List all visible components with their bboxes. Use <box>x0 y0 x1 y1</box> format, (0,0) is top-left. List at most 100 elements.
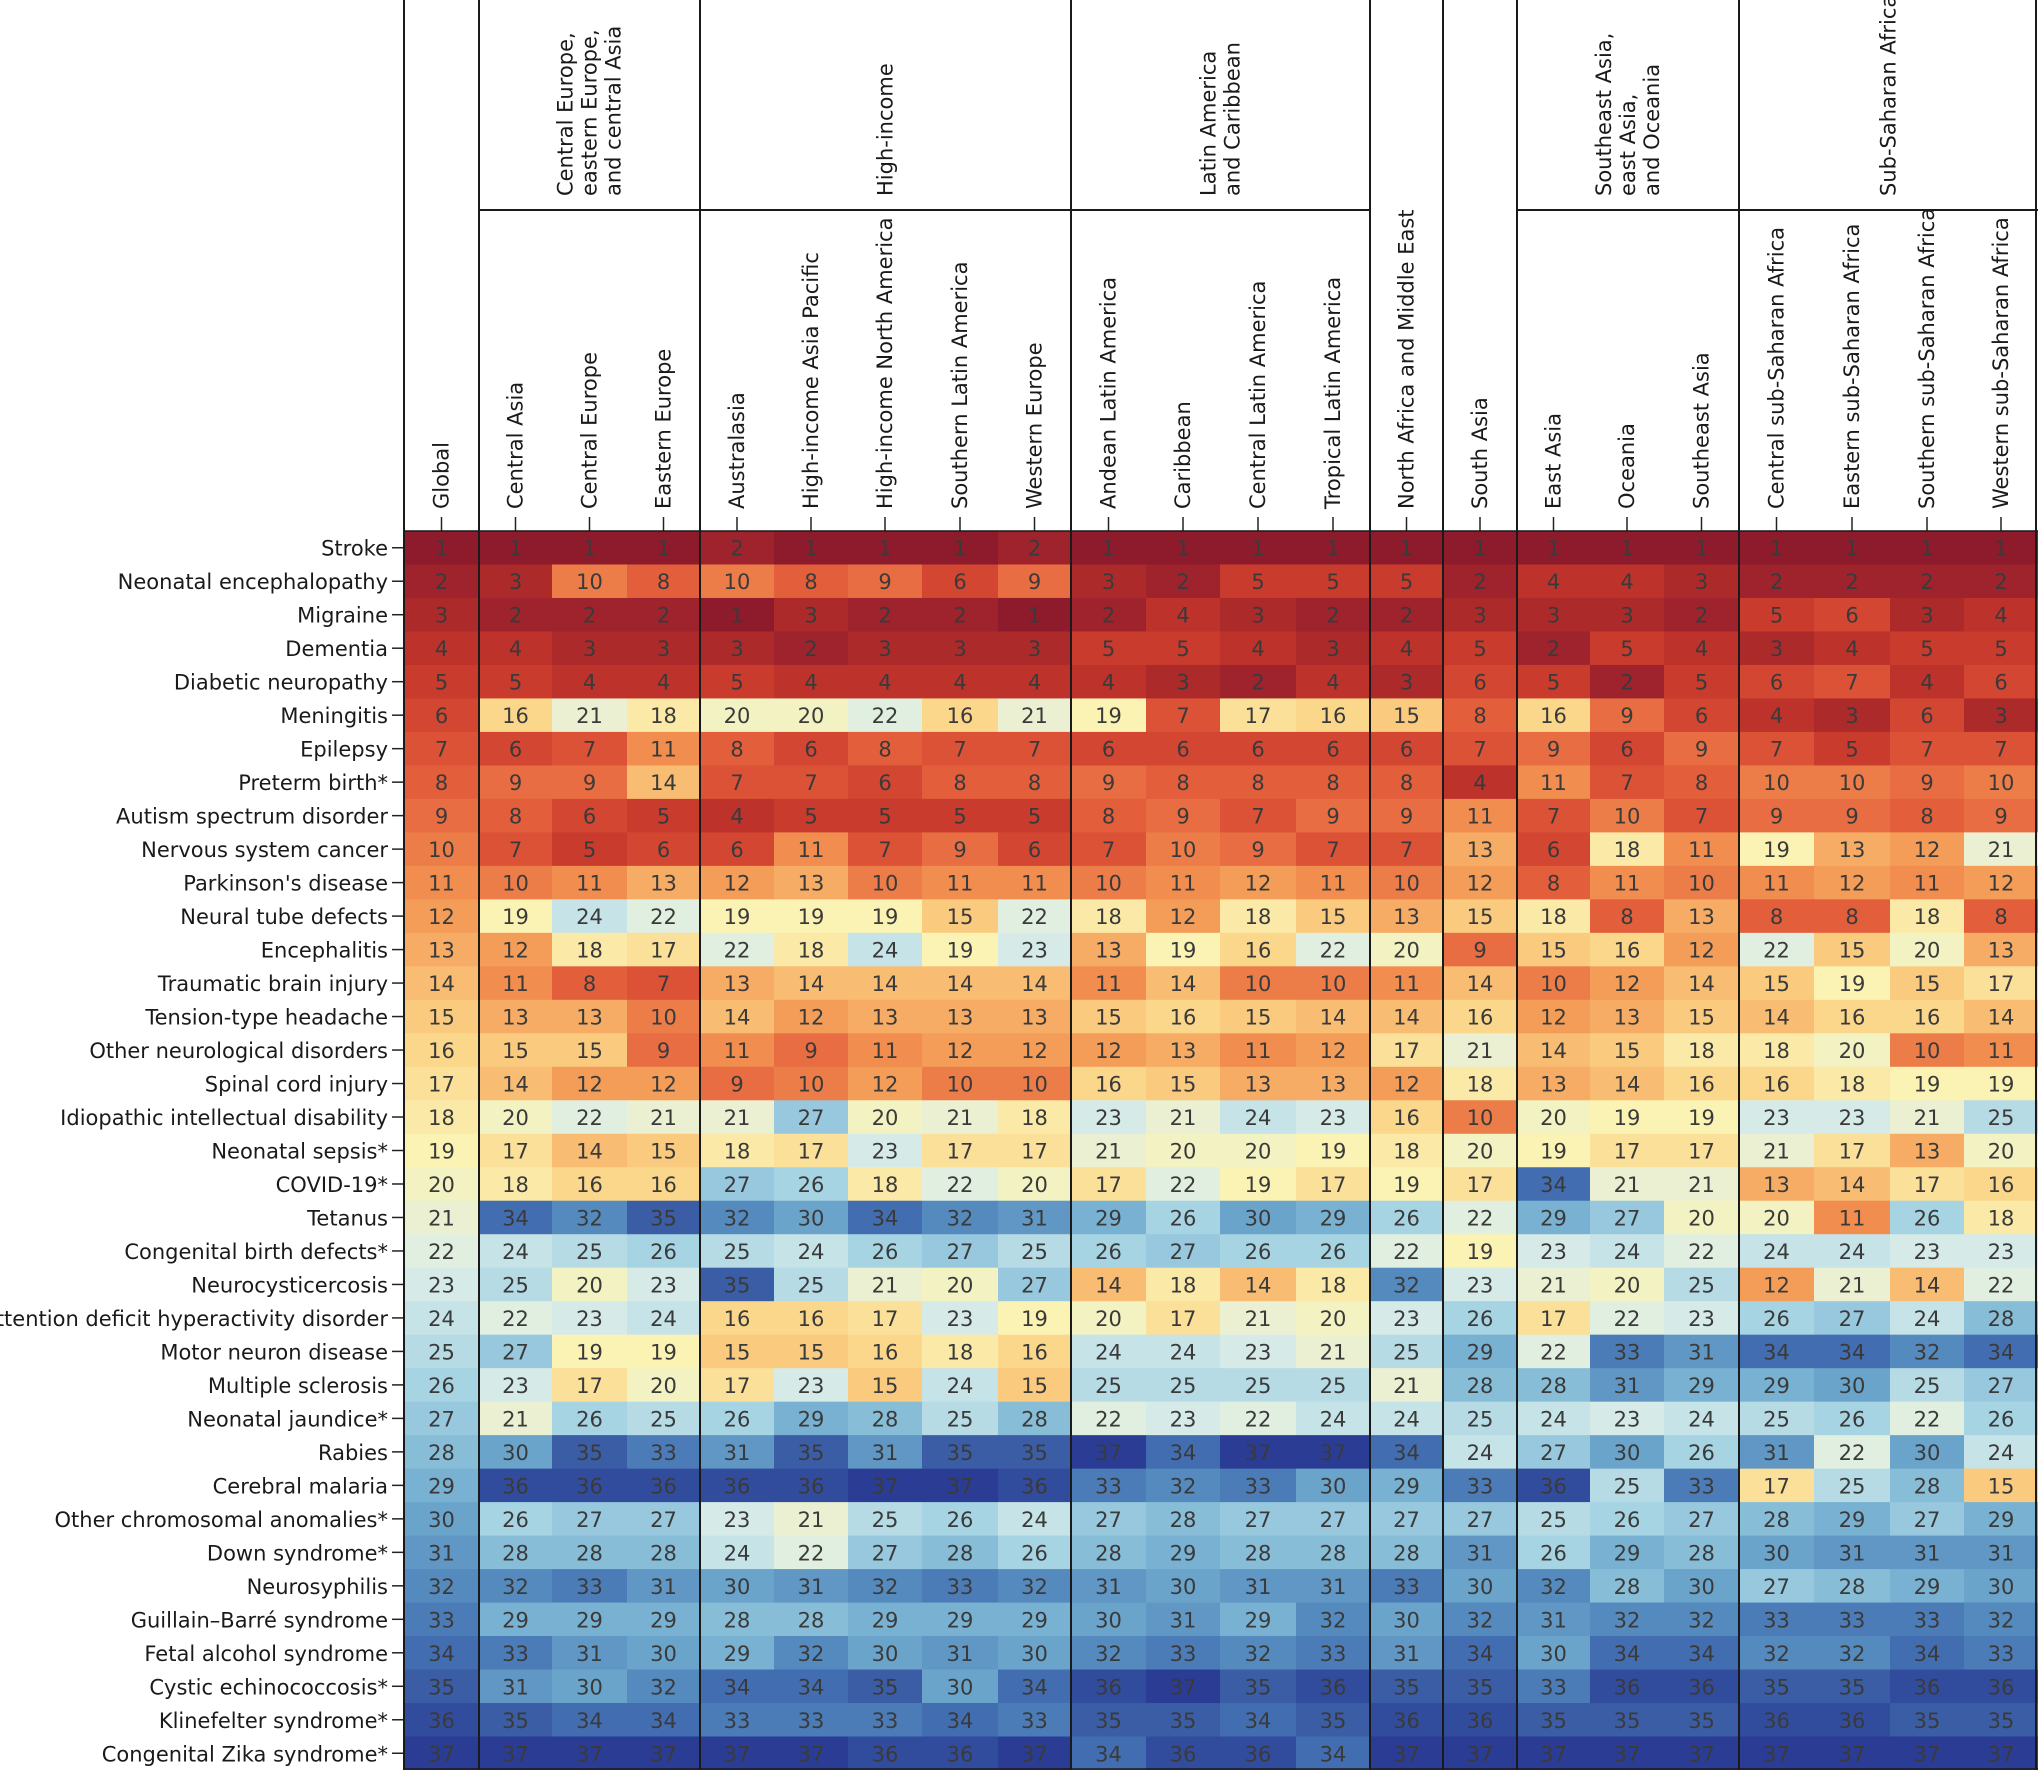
heatmap-cell <box>998 1435 1071 1470</box>
cell-value: 29 <box>798 1407 825 1431</box>
cell-value: 21 <box>650 1106 677 1130</box>
heatmap-cell <box>1739 999 1814 1034</box>
heatmap-cell <box>1146 1736 1220 1770</box>
heatmap-cell <box>1146 1100 1220 1135</box>
cell-value: 24 <box>1914 1307 1941 1331</box>
heatmap-cell <box>998 1200 1071 1235</box>
cell-value: 28 <box>1393 1541 1420 1565</box>
heatmap-cell <box>479 531 552 565</box>
cell-value: 31 <box>1095 1575 1122 1599</box>
cell-value: 35 <box>798 1441 825 1465</box>
heatmap-cell <box>1664 1100 1739 1135</box>
cell-value: 12 <box>1763 1273 1790 1297</box>
cell-value: 9 <box>657 1039 670 1063</box>
cell-value: 9 <box>1695 738 1708 762</box>
cell-value: 4 <box>1326 671 1339 695</box>
cell-value: 29 <box>576 1608 603 1632</box>
heatmap-cell <box>1071 899 1146 934</box>
heatmap-cell <box>1890 1703 1964 1738</box>
heatmap-cell <box>1590 932 1664 967</box>
cell-value: 16 <box>1393 1106 1420 1130</box>
cell-value: 36 <box>502 1474 529 1498</box>
cell-value: 33 <box>947 1575 974 1599</box>
heatmap-cell <box>627 564 700 599</box>
heatmap-cell <box>922 1569 998 1604</box>
heatmap-cell <box>1296 1502 1370 1537</box>
heatmap-cell <box>1296 899 1370 934</box>
cell-value: 27 <box>576 1508 603 1532</box>
heatmap-cell <box>1443 731 1517 766</box>
heatmap-cell <box>552 1401 627 1436</box>
heatmap-cell <box>1590 1636 1664 1671</box>
cell-value: 31 <box>502 1675 529 1699</box>
cell-value: 10 <box>1467 1106 1494 1130</box>
cell-value: 35 <box>1688 1709 1715 1733</box>
cell-value: 37 <box>1245 1441 1272 1465</box>
heatmap-cell <box>1146 631 1220 666</box>
heatmap-cell <box>1517 564 1590 599</box>
heatmap-cell <box>700 1401 774 1436</box>
cell-value: 19 <box>1095 704 1122 728</box>
cell-value: 22 <box>724 939 751 963</box>
cell-value: 17 <box>1170 1307 1197 1331</box>
cell-value: 29 <box>1839 1508 1866 1532</box>
cell-value: 16 <box>1688 1073 1715 1097</box>
cell-value: 14 <box>947 972 974 996</box>
heatmap-cell <box>404 1368 479 1403</box>
cell-value: 24 <box>428 1307 455 1331</box>
cell-value: 37 <box>1614 1742 1641 1766</box>
cell-value: 30 <box>1688 1575 1715 1599</box>
heatmap-cell <box>1517 1033 1590 1068</box>
cell-value: 14 <box>872 972 899 996</box>
heatmap-cell <box>1517 1133 1590 1168</box>
cell-value: 13 <box>428 939 455 963</box>
heatmap-cell <box>848 1100 922 1135</box>
cell-value: 20 <box>1763 1206 1790 1230</box>
heatmap-cell <box>774 1435 848 1470</box>
cell-value: 35 <box>1393 1675 1420 1699</box>
cell-value: 21 <box>1614 1173 1641 1197</box>
heatmap-cell <box>404 1502 479 1537</box>
heatmap-cell <box>552 564 627 599</box>
heatmap-cell <box>1814 1703 1890 1738</box>
cell-value: 6 <box>1176 738 1189 762</box>
cell-value: 22 <box>1467 1206 1494 1230</box>
cell-value: 32 <box>1170 1474 1197 1498</box>
cell-value: 23 <box>576 1307 603 1331</box>
heatmap-cell <box>998 631 1071 666</box>
cell-value: 32 <box>872 1575 899 1599</box>
heatmap-cell <box>1890 765 1964 800</box>
cell-value: 5 <box>1028 805 1041 829</box>
heatmap-cell <box>1739 1468 1814 1503</box>
cell-value: 33 <box>1170 1642 1197 1666</box>
cell-value: 29 <box>1021 1608 1048 1632</box>
cell-value: 7 <box>583 738 596 762</box>
cell-value: 31 <box>1540 1608 1567 1632</box>
heatmap-cell <box>1890 798 1964 833</box>
heatmap-cell <box>848 932 922 967</box>
cell-value: 12 <box>724 872 751 896</box>
cell-value: 32 <box>1320 1608 1347 1632</box>
row-label: Nervous system cancer <box>141 838 388 862</box>
cell-value: 14 <box>428 972 455 996</box>
cell-value: 35 <box>1467 1675 1494 1699</box>
cell-value: 32 <box>650 1675 677 1699</box>
cell-value: 2 <box>1994 570 2007 594</box>
cell-value: 31 <box>1763 1441 1790 1465</box>
heatmap-cell <box>1071 765 1146 800</box>
cell-value: 31 <box>1393 1642 1420 1666</box>
cell-value: 16 <box>724 1307 751 1331</box>
heatmap-cell <box>1739 1535 1814 1570</box>
heatmap-cell <box>1146 966 1220 1001</box>
cell-value: 30 <box>1839 1374 1866 1398</box>
heatmap-cell <box>552 1535 627 1570</box>
cell-value: 37 <box>724 1742 751 1766</box>
cell-value: 6 <box>878 771 891 795</box>
cell-value: 4 <box>1473 771 1486 795</box>
heatmap-cell <box>1443 564 1517 599</box>
heatmap-cell <box>700 832 774 867</box>
cell-value: 16 <box>502 704 529 728</box>
heatmap-cell <box>998 798 1071 833</box>
heatmap-cell <box>922 1435 998 1470</box>
